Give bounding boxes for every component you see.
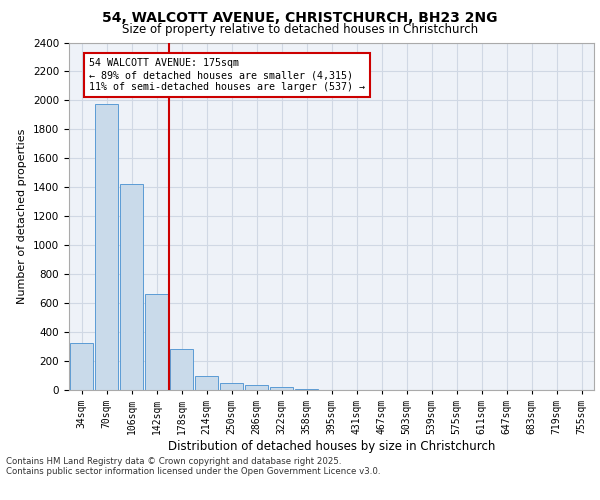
Text: Contains public sector information licensed under the Open Government Licence v3: Contains public sector information licen… [6,468,380,476]
Bar [70,343,94,390]
X-axis label: Distribution of detached houses by size in Christchurch: Distribution of detached houses by size … [168,440,495,453]
Bar [220,384,244,390]
Bar [194,376,218,390]
Bar [119,184,143,390]
Bar [95,104,118,390]
Bar [170,348,193,390]
Text: Contains HM Land Registry data © Crown copyright and database right 2025.: Contains HM Land Registry data © Crown c… [6,458,341,466]
Bar [145,294,169,390]
Bar [295,388,319,390]
Bar [245,385,268,390]
Y-axis label: Number of detached properties: Number of detached properties [17,128,28,304]
Text: Size of property relative to detached houses in Christchurch: Size of property relative to detached ho… [122,22,478,36]
Text: 54 WALCOTT AVENUE: 175sqm
← 89% of detached houses are smaller (4,315)
11% of se: 54 WALCOTT AVENUE: 175sqm ← 89% of detac… [89,58,365,92]
Bar [269,387,293,390]
Text: 54, WALCOTT AVENUE, CHRISTCHURCH, BH23 2NG: 54, WALCOTT AVENUE, CHRISTCHURCH, BH23 2… [102,11,498,25]
